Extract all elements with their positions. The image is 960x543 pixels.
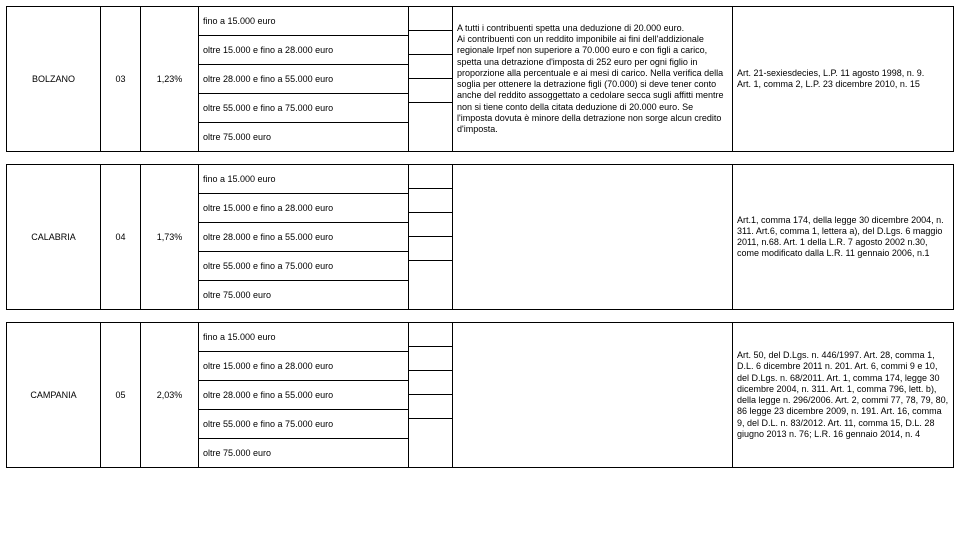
income-band-row: oltre 75.000 euro xyxy=(199,281,408,309)
region-name: CAMPANIA xyxy=(7,323,101,467)
empty-cell xyxy=(409,347,452,371)
income-band-row: oltre 55.000 e fino a 75.000 euro xyxy=(199,252,408,281)
empty-cell xyxy=(409,189,452,213)
income-band-row: oltre 75.000 euro xyxy=(199,123,408,151)
income-band-row: oltre 15.000 e fino a 28.000 euro xyxy=(199,194,408,223)
empty-cell xyxy=(409,31,452,55)
income-band-row: fino a 15.000 euro xyxy=(199,323,408,352)
empty-band-col xyxy=(409,7,453,151)
income-band-row: fino a 15.000 euro xyxy=(199,7,408,36)
region-section: BOLZANO031,23%fino a 15.000 eurooltre 15… xyxy=(6,6,954,152)
region-description xyxy=(453,323,733,467)
region-rate: 1,73% xyxy=(141,165,199,309)
region-code: 05 xyxy=(101,323,141,467)
empty-cell xyxy=(409,419,452,443)
region-section: CALABRIA041,73%fino a 15.000 eurooltre 1… xyxy=(6,164,954,310)
region-section: CAMPANIA052,03%fino a 15.000 eurooltre 1… xyxy=(6,322,954,468)
empty-band-col xyxy=(409,323,453,467)
empty-cell xyxy=(409,323,452,347)
region-code: 03 xyxy=(101,7,141,151)
region-name: BOLZANO xyxy=(7,7,101,151)
empty-cell xyxy=(409,261,452,285)
empty-cell xyxy=(409,79,452,103)
income-band-row: oltre 28.000 e fino a 55.000 euro xyxy=(199,65,408,94)
region-reference: Art. 50, del D.Lgs. n. 446/1997. Art. 28… xyxy=(733,323,953,467)
empty-cell xyxy=(409,213,452,237)
income-band-row: oltre 15.000 e fino a 28.000 euro xyxy=(199,36,408,65)
region-name: CALABRIA xyxy=(7,165,101,309)
empty-cell xyxy=(409,103,452,127)
income-band-row: oltre 28.000 e fino a 55.000 euro xyxy=(199,381,408,410)
empty-band-col xyxy=(409,165,453,309)
region-code: 04 xyxy=(101,165,141,309)
income-band-row: oltre 55.000 e fino a 75.000 euro xyxy=(199,94,408,123)
income-bands: fino a 15.000 eurooltre 15.000 e fino a … xyxy=(199,165,409,309)
region-rate: 1,23% xyxy=(141,7,199,151)
income-band-row: oltre 55.000 e fino a 75.000 euro xyxy=(199,410,408,439)
empty-cell xyxy=(409,395,452,419)
region-reference: Art.1, comma 174, della legge 30 dicembr… xyxy=(733,165,953,309)
region-rate: 2,03% xyxy=(141,323,199,467)
income-band-row: oltre 15.000 e fino a 28.000 euro xyxy=(199,352,408,381)
empty-cell xyxy=(409,55,452,79)
empty-cell xyxy=(409,7,452,31)
empty-cell xyxy=(409,237,452,261)
income-band-row: oltre 75.000 euro xyxy=(199,439,408,467)
region-description xyxy=(453,165,733,309)
empty-cell xyxy=(409,371,452,395)
empty-cell xyxy=(409,165,452,189)
income-band-row: oltre 28.000 e fino a 55.000 euro xyxy=(199,223,408,252)
income-bands: fino a 15.000 eurooltre 15.000 e fino a … xyxy=(199,323,409,467)
income-bands: fino a 15.000 eurooltre 15.000 e fino a … xyxy=(199,7,409,151)
region-reference: Art. 21-sexiesdecies, L.P. 11 agosto 199… xyxy=(733,7,953,151)
income-band-row: fino a 15.000 euro xyxy=(199,165,408,194)
region-description: A tutti i contribuenti spetta una deduzi… xyxy=(453,7,733,151)
